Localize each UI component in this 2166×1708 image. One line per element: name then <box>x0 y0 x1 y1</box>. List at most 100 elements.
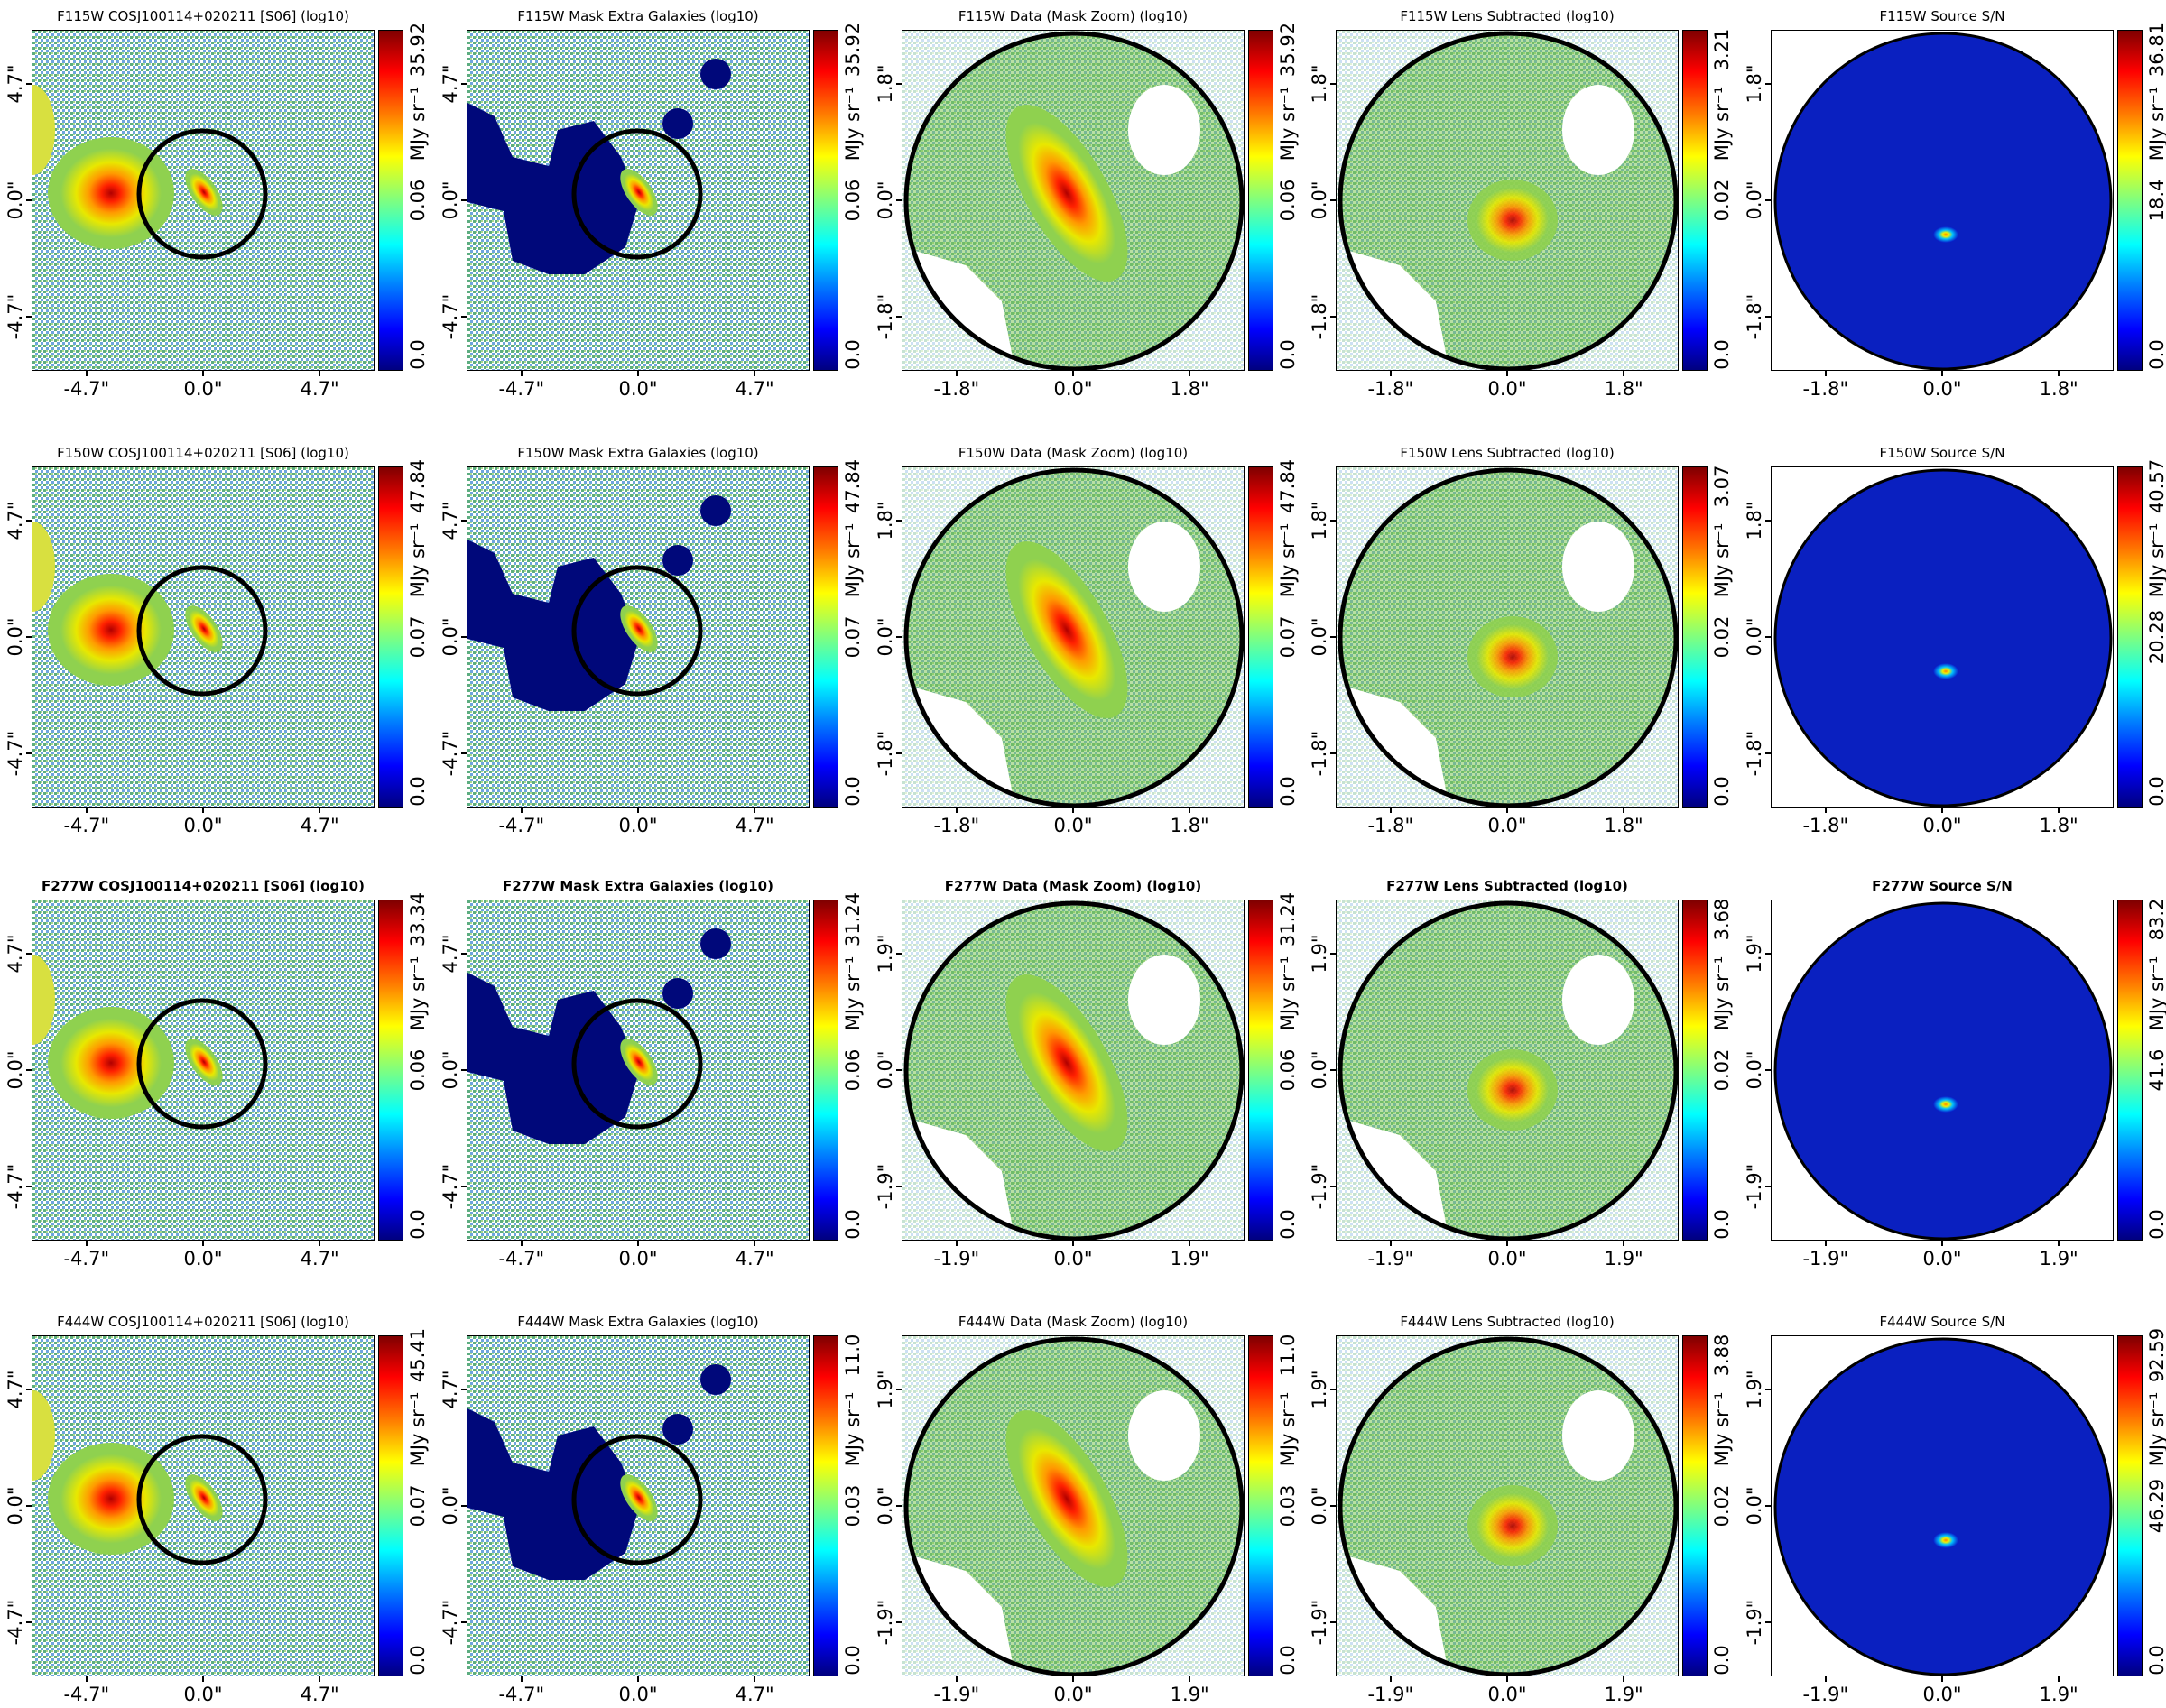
y-tick-label: -4.7" <box>440 1163 461 1209</box>
x-tick-mark <box>2058 1676 2060 1682</box>
y-tick-mark <box>1765 752 1771 754</box>
y-tick-mark <box>896 1505 902 1507</box>
y-tick-mark <box>896 1620 902 1623</box>
lens-galaxy <box>1005 974 1128 1151</box>
edge-galaxy <box>32 85 55 175</box>
colorbar <box>1682 900 1708 1241</box>
x-tick-mark <box>955 1676 958 1682</box>
y-tick-label: 1.9" <box>875 934 896 974</box>
y-tick-label: 4.7" <box>5 1370 26 1409</box>
colorbar-tick-label: 0.0 <box>1277 1645 1299 1676</box>
aperture-circle <box>136 128 268 260</box>
x-tick-mark <box>85 808 88 813</box>
y-tick-label: 1.9" <box>875 1370 896 1409</box>
y-tick-mark <box>26 1505 32 1507</box>
mask-boundary <box>1773 32 2113 370</box>
x-tick-label: 1.8" <box>1604 378 1643 400</box>
y-tick-mark <box>896 1185 902 1187</box>
x-tick-label: -1.8" <box>1367 815 1414 836</box>
colorbar-tick-label: 46.29 <box>2146 1478 2166 1534</box>
y-tick-label: 0.0" <box>440 1486 461 1526</box>
x-tick-label: 4.7" <box>735 1248 774 1269</box>
x-tick-mark <box>1824 1676 1827 1682</box>
lens-galaxy <box>620 169 658 216</box>
mask-boundary <box>903 900 1244 1240</box>
mask-region <box>700 59 731 89</box>
colorbar-tick-label: 0.02 <box>1711 1048 1733 1092</box>
mask-boundary <box>903 1336 1244 1676</box>
colorbar-tick-label: 33.34 <box>407 891 429 947</box>
residual-source <box>1467 180 1558 261</box>
x-tick-mark <box>520 808 523 813</box>
image-plot <box>32 31 374 370</box>
image-axes <box>902 1335 1245 1676</box>
lens-galaxy <box>1005 541 1128 718</box>
y-tick-mark <box>461 953 467 956</box>
y-tick-mark <box>26 752 32 754</box>
y-tick-mark <box>1330 1620 1336 1623</box>
y-tick-label: -4.7" <box>440 1599 461 1645</box>
x-tick-label: 1.8" <box>2039 815 2078 836</box>
y-tick-label: 4.7" <box>440 1370 461 1409</box>
lens-galaxy <box>185 169 223 216</box>
mask-boundary <box>1773 901 2113 1240</box>
sn-field <box>1775 33 2111 369</box>
x-tick-mark <box>637 371 639 376</box>
y-tick-mark <box>896 953 902 956</box>
y-tick-label: -1.9" <box>1309 1599 1330 1645</box>
lens-galaxy <box>620 1474 658 1521</box>
colorbar <box>813 466 838 808</box>
y-tick-mark <box>26 315 32 318</box>
y-tick-label: 1.8" <box>1309 64 1330 104</box>
y-tick-mark <box>1330 1069 1336 1071</box>
y-tick-mark <box>896 752 902 754</box>
y-tick-label: 0.0" <box>1744 1050 1765 1090</box>
x-tick-label: -1.8" <box>1802 378 1849 400</box>
colorbar-tick-label: 0.06 <box>1277 179 1299 222</box>
image-axes <box>1336 900 1679 1241</box>
x-tick-mark <box>1389 1676 1392 1682</box>
x-tick-mark <box>319 371 321 376</box>
colorbar-tick-label: 47.84 <box>842 458 864 514</box>
colorbar-tick-label: 0.0 <box>1711 1645 1733 1676</box>
y-tick-label: 4.7" <box>440 64 461 104</box>
colorbar-tick-label: 31.24 <box>1277 891 1299 947</box>
masked-region <box>1128 955 1200 1045</box>
y-tick-label: 1.8" <box>1309 501 1330 540</box>
x-tick-mark <box>85 1676 88 1682</box>
x-tick-label: -1.8" <box>933 815 980 836</box>
panel-title: F444W Source S/N <box>1879 1314 2005 1330</box>
x-tick-mark <box>1389 371 1392 376</box>
x-tick-mark <box>1072 1241 1074 1246</box>
source-peak <box>1933 1096 1958 1113</box>
x-tick-mark <box>955 371 958 376</box>
y-tick-mark <box>1330 315 1336 318</box>
y-tick-label: 4.7" <box>5 64 26 104</box>
y-tick-label: 0.0" <box>5 180 26 220</box>
colorbar <box>1682 466 1708 808</box>
y-tick-mark <box>1330 199 1336 201</box>
image-plot <box>1772 31 2113 370</box>
panel-title: F277W Lens Subtracted (log10) <box>1386 878 1628 894</box>
colorbar <box>813 900 838 1241</box>
lens-galaxy <box>185 605 223 652</box>
x-tick-label: -4.7" <box>498 815 545 836</box>
y-tick-mark <box>1330 636 1336 638</box>
x-tick-label: 4.7" <box>300 378 339 400</box>
image-axes <box>1336 30 1679 371</box>
x-tick-label: 4.7" <box>735 1684 774 1705</box>
colorbar-tick-label: 0.07 <box>407 615 429 659</box>
y-tick-mark <box>896 199 902 201</box>
colorbar-tick-label: 11.0 <box>842 1334 864 1377</box>
x-tick-mark <box>637 808 639 813</box>
colorbar-unit-label: MJy sr⁻¹ <box>407 1391 429 1467</box>
x-tick-label: -4.7" <box>63 815 110 836</box>
y-tick-label: 0.0" <box>5 1050 26 1090</box>
colorbar-unit-label: MJy sr⁻¹ <box>1277 956 1299 1031</box>
colorbar-unit-label: MJy sr⁻¹ <box>842 522 864 598</box>
y-tick-mark <box>461 1069 467 1071</box>
x-tick-label: -1.9" <box>1367 1248 1414 1269</box>
x-tick-mark <box>1072 371 1074 376</box>
colorbar <box>1248 466 1273 808</box>
masked-region <box>1128 522 1200 612</box>
